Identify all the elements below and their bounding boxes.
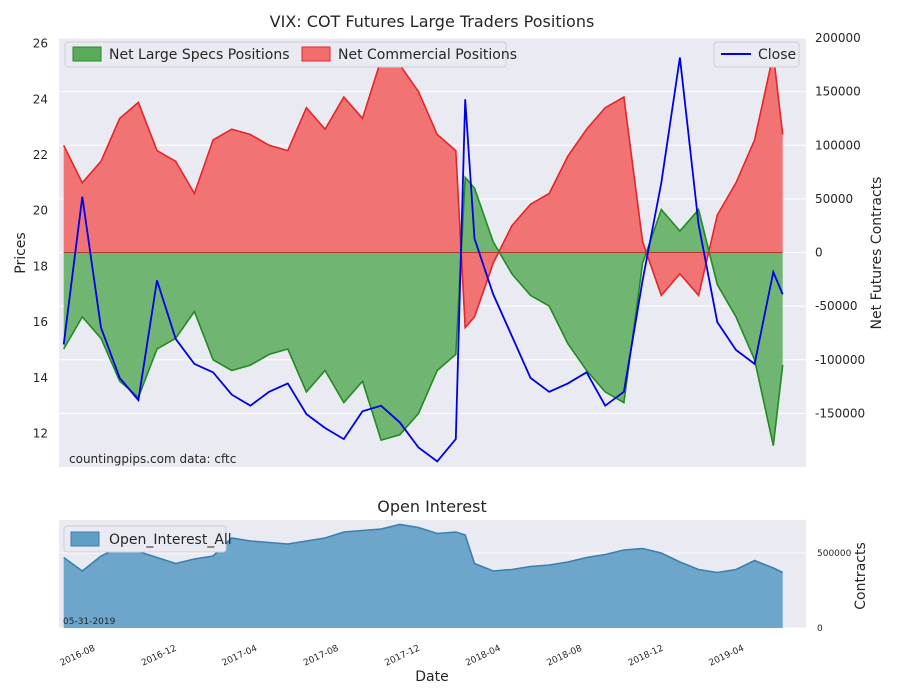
x-tick-label-5: 2018-04 [464, 644, 503, 669]
right-tick-label-5: 100000 [815, 138, 861, 152]
x-tick-label-2: 2017-04 [221, 644, 260, 669]
oi-area-group [63, 523, 784, 628]
oi-legend: Open_Interest_All [63, 525, 232, 553]
oi-line [63, 523, 784, 574]
specs-legend-label: Net Large Specs Positions [109, 47, 290, 63]
left-tick-label-2: 16 [33, 315, 48, 329]
oi-axis-label: Contracts [853, 542, 869, 610]
right-tick-label-6: 150000 [815, 85, 861, 99]
left-tick-label-7: 26 [33, 37, 48, 51]
left-tick-label-5: 22 [33, 148, 48, 162]
right-tick-label-1: -100000 [815, 353, 865, 367]
oi-tick-label-0: 0 [817, 624, 823, 634]
left-tick-label-1: 14 [33, 371, 48, 385]
close-line [62, 57, 784, 463]
left-axis-label: Prices [13, 232, 29, 273]
close-line-group [62, 57, 784, 463]
right-tick-label-3: 0 [815, 246, 823, 260]
top-legend-right-frame [713, 41, 800, 68]
x-tick-label-0: 2016-08 [59, 644, 98, 669]
right-axis-label: Net Futures Contracts [869, 177, 885, 330]
source-watermark: countingpips.com data: cftc [69, 452, 236, 466]
top-legend-right: Close [713, 41, 800, 68]
x-tick-label-8: 2019-04 [708, 644, 747, 669]
left-axis-ticks: 12 14 16 18 20 22 24 26 [33, 37, 48, 441]
oi-chart-title: Open Interest [377, 497, 486, 516]
x-tick-label-3: 2017-08 [302, 644, 341, 669]
oi-area [63, 524, 783, 628]
x-axis-ticks: 2016-08 2016-12 2017-04 2017-08 2017-12 2018-… [59, 644, 747, 669]
oi-legend-label: Open_Interest_All [109, 532, 232, 548]
specs-swatch [72, 46, 102, 62]
top-legend-left: Net Large Specs Positions Net Commercial… [64, 41, 517, 68]
right-axis-ticks: -150000 -100000 -50000 0 50000 100000 150000 20… [815, 31, 865, 420]
right-tick-label-7: 200000 [815, 31, 861, 45]
oi-swatch [70, 531, 100, 547]
commercial-swatch [301, 46, 331, 62]
right-tick-label-2: -50000 [815, 299, 858, 313]
right-tick-label-4: 50000 [815, 192, 853, 206]
x-tick-label-6: 2018-08 [546, 644, 585, 669]
oi-axis-ticks: 0 500000 [817, 549, 852, 634]
x-tick-label-7: 2018-12 [627, 644, 665, 669]
left-tick-label-0: 12 [33, 427, 48, 441]
top-legend-left-frame [64, 41, 507, 68]
right-tick-label-0: -150000 [815, 406, 865, 420]
oi-date-note: 05-31-2019 [63, 617, 116, 627]
x-axis-label: Date [415, 669, 448, 685]
commercial-legend-label: Net Commercial Positions [338, 47, 517, 63]
left-tick-label-6: 24 [33, 92, 48, 106]
oi-tick-label-1: 500000 [817, 549, 852, 559]
left-tick-label-3: 18 [33, 259, 48, 273]
top-position-areas [62, 53, 784, 446]
specs-line [63, 175, 784, 446]
x-tick-label-1: 2016-12 [140, 644, 178, 669]
top-chart-title: VIX: COT Futures Large Traders Positions [270, 12, 595, 31]
commercial-line [62, 53, 784, 330]
close-legend-label: Close [758, 47, 796, 63]
commercial-area [63, 54, 783, 328]
specs-area [63, 177, 783, 446]
oi-legend-frame [63, 525, 227, 553]
x-tick-label-4: 2017-12 [383, 644, 421, 669]
left-tick-label-4: 20 [33, 204, 48, 218]
